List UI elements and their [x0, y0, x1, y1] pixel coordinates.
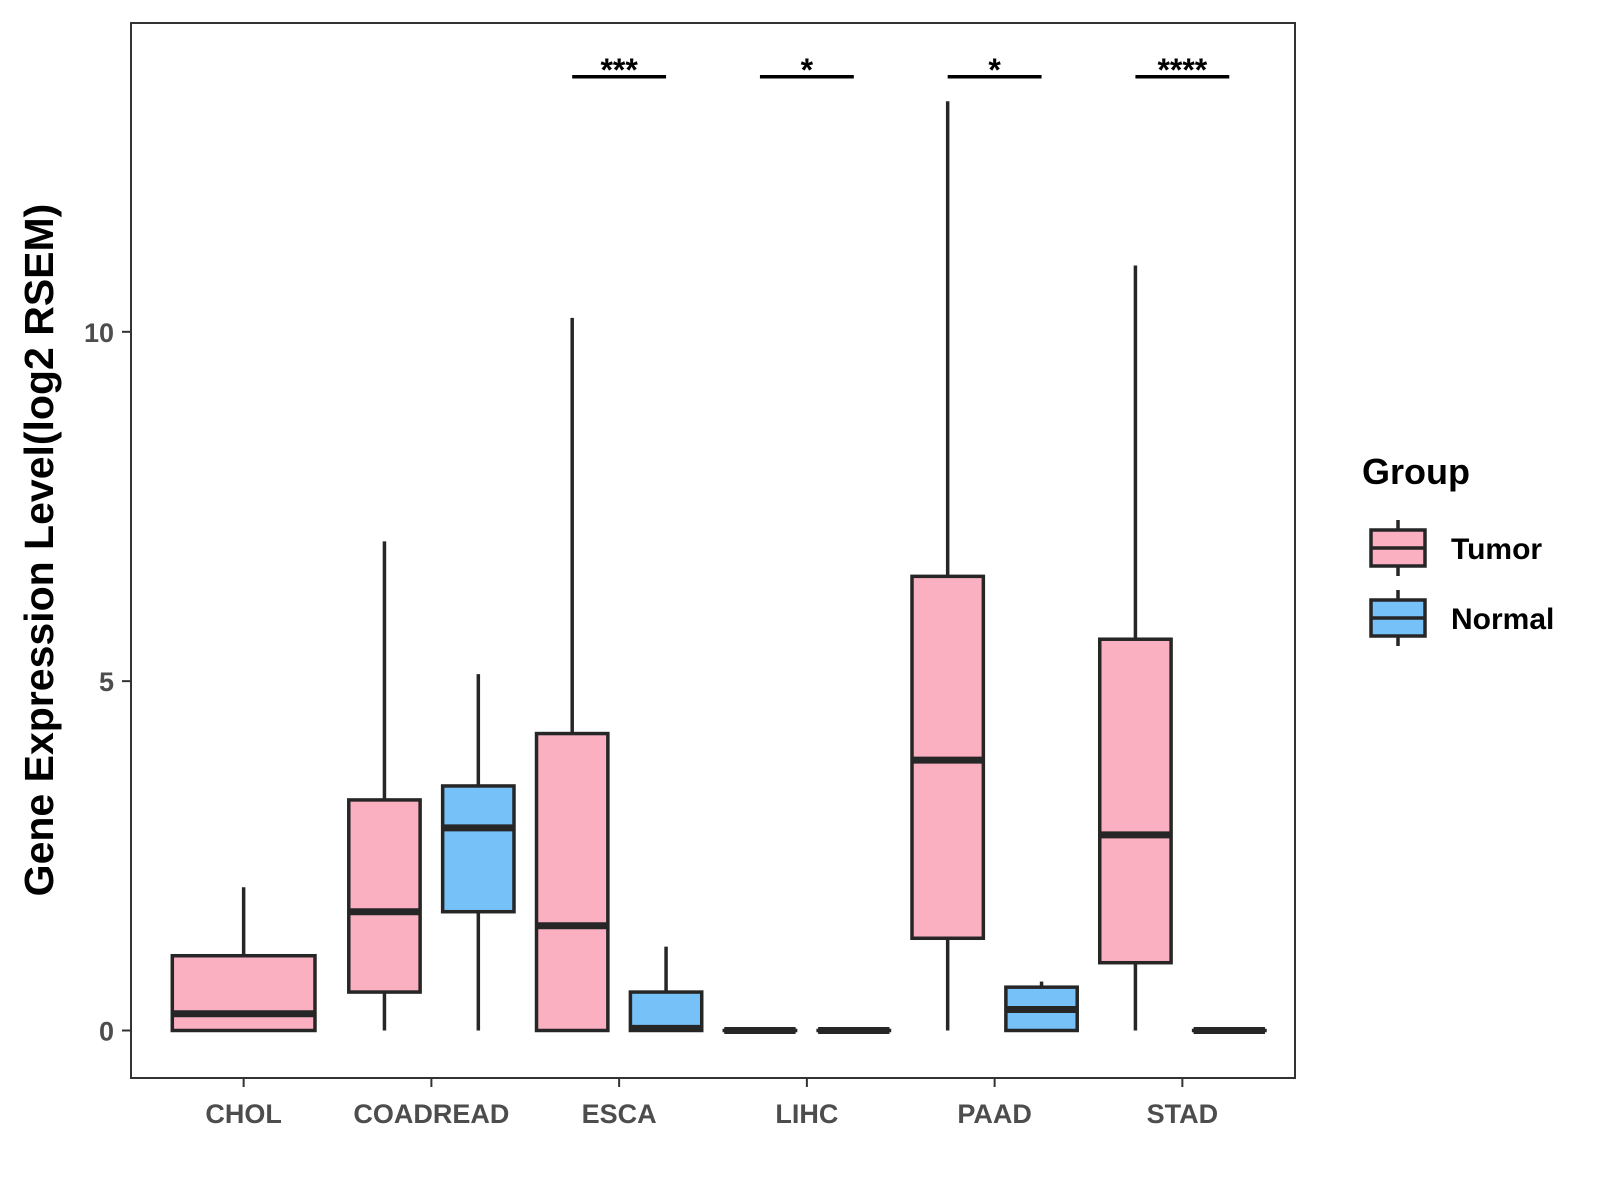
box-iqr — [170, 953, 317, 1033]
plot-area: *** * * **** — [170, 52, 1267, 1034]
box-normal-coadread — [440, 674, 516, 1031]
box-normal-esca — [628, 946, 704, 1033]
axes: 0 5 10 CHOL COADREAD ESCA LIHC PAAD STAD — [84, 318, 1218, 1129]
significance-label: * — [988, 52, 1001, 88]
box-tumor-coadread — [347, 541, 422, 1031]
legend-item-normal: Normal — [1369, 590, 1554, 646]
y-tick-label: 0 — [99, 1016, 114, 1046]
legend-label: Tumor — [1451, 533, 1542, 566]
significance-label: * — [801, 52, 814, 88]
y-tick-label: 10 — [84, 318, 114, 348]
y-axis-title: Gene Expression Level(log2 RSEM) — [16, 204, 62, 897]
legend-title: Group — [1362, 451, 1470, 492]
legend-label: Normal — [1451, 603, 1554, 636]
box-tumor-esca — [534, 317, 610, 1033]
box-tumor-paad — [910, 101, 986, 1031]
significance-lihc: * — [759, 52, 854, 88]
box-iqr — [628, 990, 704, 1033]
box-normal-paad — [1004, 981, 1079, 1033]
panel-border — [130, 22, 1296, 1079]
x-tick-label: ESCA — [582, 1099, 657, 1129]
x-tick-label: COADREAD — [353, 1099, 509, 1129]
box-iqr — [440, 784, 516, 914]
box-iqr — [1097, 637, 1173, 965]
box-tumor-stad — [1097, 265, 1173, 1031]
box-iqr — [347, 798, 422, 994]
x-tick-label: LIHC — [775, 1099, 838, 1129]
significance-stad: **** — [1135, 52, 1230, 88]
x-tick-label: CHOL — [205, 1099, 282, 1129]
significance-paad: * — [947, 52, 1042, 88]
box-tumor-chol — [170, 887, 317, 1033]
y-tick-label: 5 — [99, 667, 114, 697]
significance-label: **** — [1157, 52, 1207, 88]
legend: Group Tumor Normal — [1362, 451, 1554, 646]
legend-item-tumor: Tumor — [1369, 520, 1542, 576]
x-tick-label: STAD — [1147, 1099, 1219, 1129]
significance-esca: *** — [572, 52, 667, 88]
x-tick-label: PAAD — [957, 1099, 1032, 1129]
significance-label: *** — [600, 52, 638, 88]
box-iqr — [534, 731, 610, 1033]
